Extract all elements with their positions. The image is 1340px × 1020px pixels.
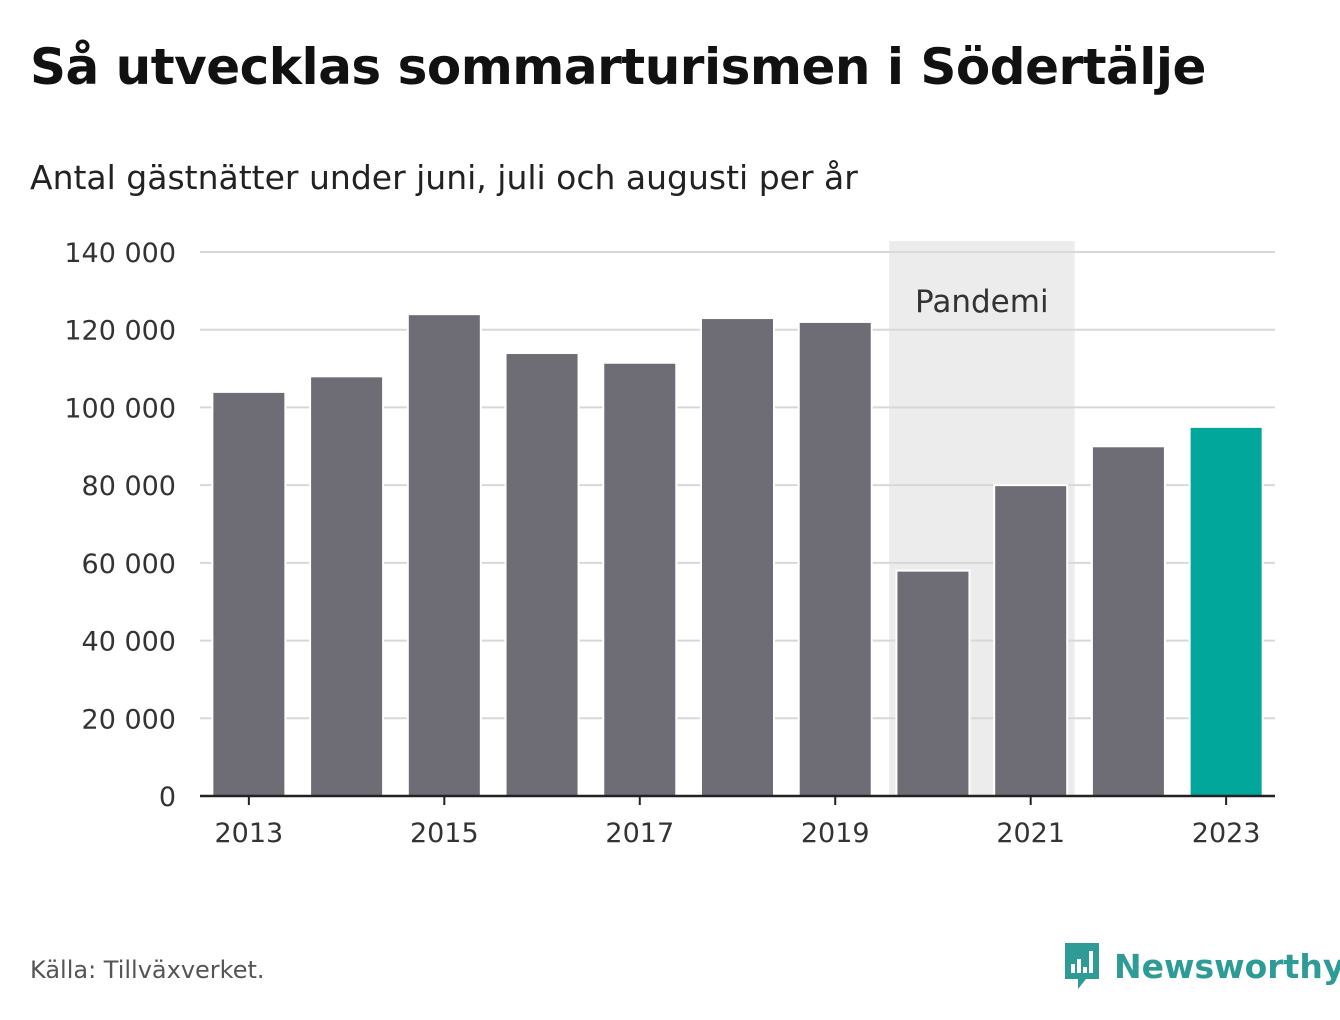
bar-2018	[700, 317, 775, 797]
bar-2015	[406, 313, 482, 797]
chart-subtitle: Antal gästnätter under juni, juli och au…	[30, 158, 858, 197]
x-tick-label: 2013	[215, 818, 284, 849]
bar-2013	[211, 390, 287, 797]
logo-label: Newsworthy	[1114, 946, 1340, 986]
x-tick-label: 2015	[410, 818, 479, 849]
bar-2022	[1090, 445, 1166, 797]
y-tick-label: 0	[159, 782, 176, 813]
x-tick-label: 2021	[996, 818, 1065, 849]
axes	[200, 794, 1275, 805]
tick-labels: 0 20 000 40 000 60 000 80 000 100 000 120 000 1…	[64, 238, 1260, 849]
y-tick-label: 100 000	[64, 393, 176, 424]
y-tick-label: 40 000	[82, 627, 176, 658]
bars	[211, 313, 1264, 798]
bar-2016	[504, 352, 580, 797]
newsworthy-logo: Newsworthy	[1062, 940, 1340, 992]
bar-chart-speech-bubble-icon	[1065, 943, 1099, 989]
bar-2014	[309, 375, 385, 797]
bar-2017	[602, 361, 678, 797]
chart-title: Så utvecklas sommarturismen i Södertälje	[30, 38, 1206, 96]
pandemic-label: Pandemi	[915, 284, 1049, 320]
y-tick-label: 120 000	[64, 316, 176, 347]
y-tick-label: 60 000	[82, 549, 176, 580]
bar-2020	[895, 569, 971, 798]
y-tick-label: 20 000	[82, 704, 176, 735]
y-tick-label: 140 000	[64, 238, 176, 269]
bar-2019	[797, 320, 873, 797]
bar-2023	[1188, 425, 1264, 797]
x-tick-label: 2019	[801, 818, 870, 849]
x-tick-label: 2017	[605, 818, 674, 849]
bar-2021	[993, 484, 1069, 797]
source-note: Källa: Tillväxverket.	[30, 956, 265, 984]
y-tick-label: 80 000	[82, 471, 176, 502]
x-tick-label: 2023	[1192, 818, 1261, 849]
